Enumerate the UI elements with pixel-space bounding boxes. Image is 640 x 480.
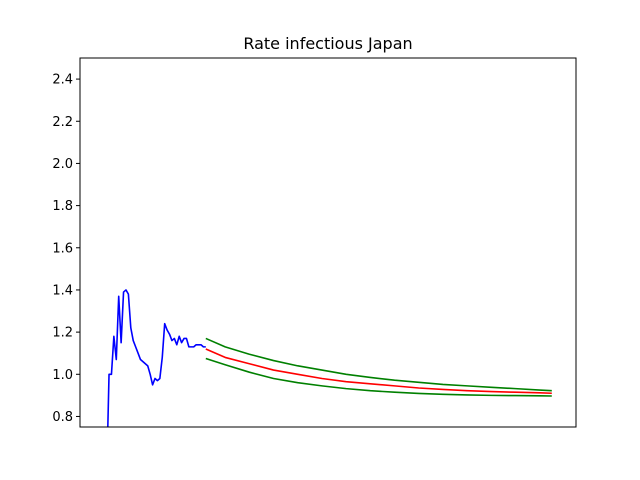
y-axis: 0.8 1.0 1.2 1.4 1.6 1.8 2.0 2.2 2.4 (52, 73, 80, 425)
chart-title: Rate infectious Japan (243, 34, 412, 53)
series-line-3 (205, 337, 552, 392)
y-tick-label: 2.4 (52, 73, 73, 88)
y-tick-label: 0.8 (52, 410, 73, 425)
series-line-1 (107, 289, 206, 427)
y-tick-label: 1.8 (52, 199, 73, 214)
y-tick-label: 1.0 (52, 368, 73, 383)
y-tick-label: 1.4 (52, 283, 73, 298)
y-tick-label: 1.2 (52, 326, 73, 341)
series-line-2 (205, 348, 552, 395)
y-tick-label: 2.0 (52, 157, 73, 172)
y-tick-label: 1.6 (52, 241, 73, 256)
series-layer (107, 289, 552, 427)
y-tick-label: 2.2 (52, 115, 73, 130)
series-line-4 (205, 357, 552, 397)
plot-frame (79, 57, 577, 428)
